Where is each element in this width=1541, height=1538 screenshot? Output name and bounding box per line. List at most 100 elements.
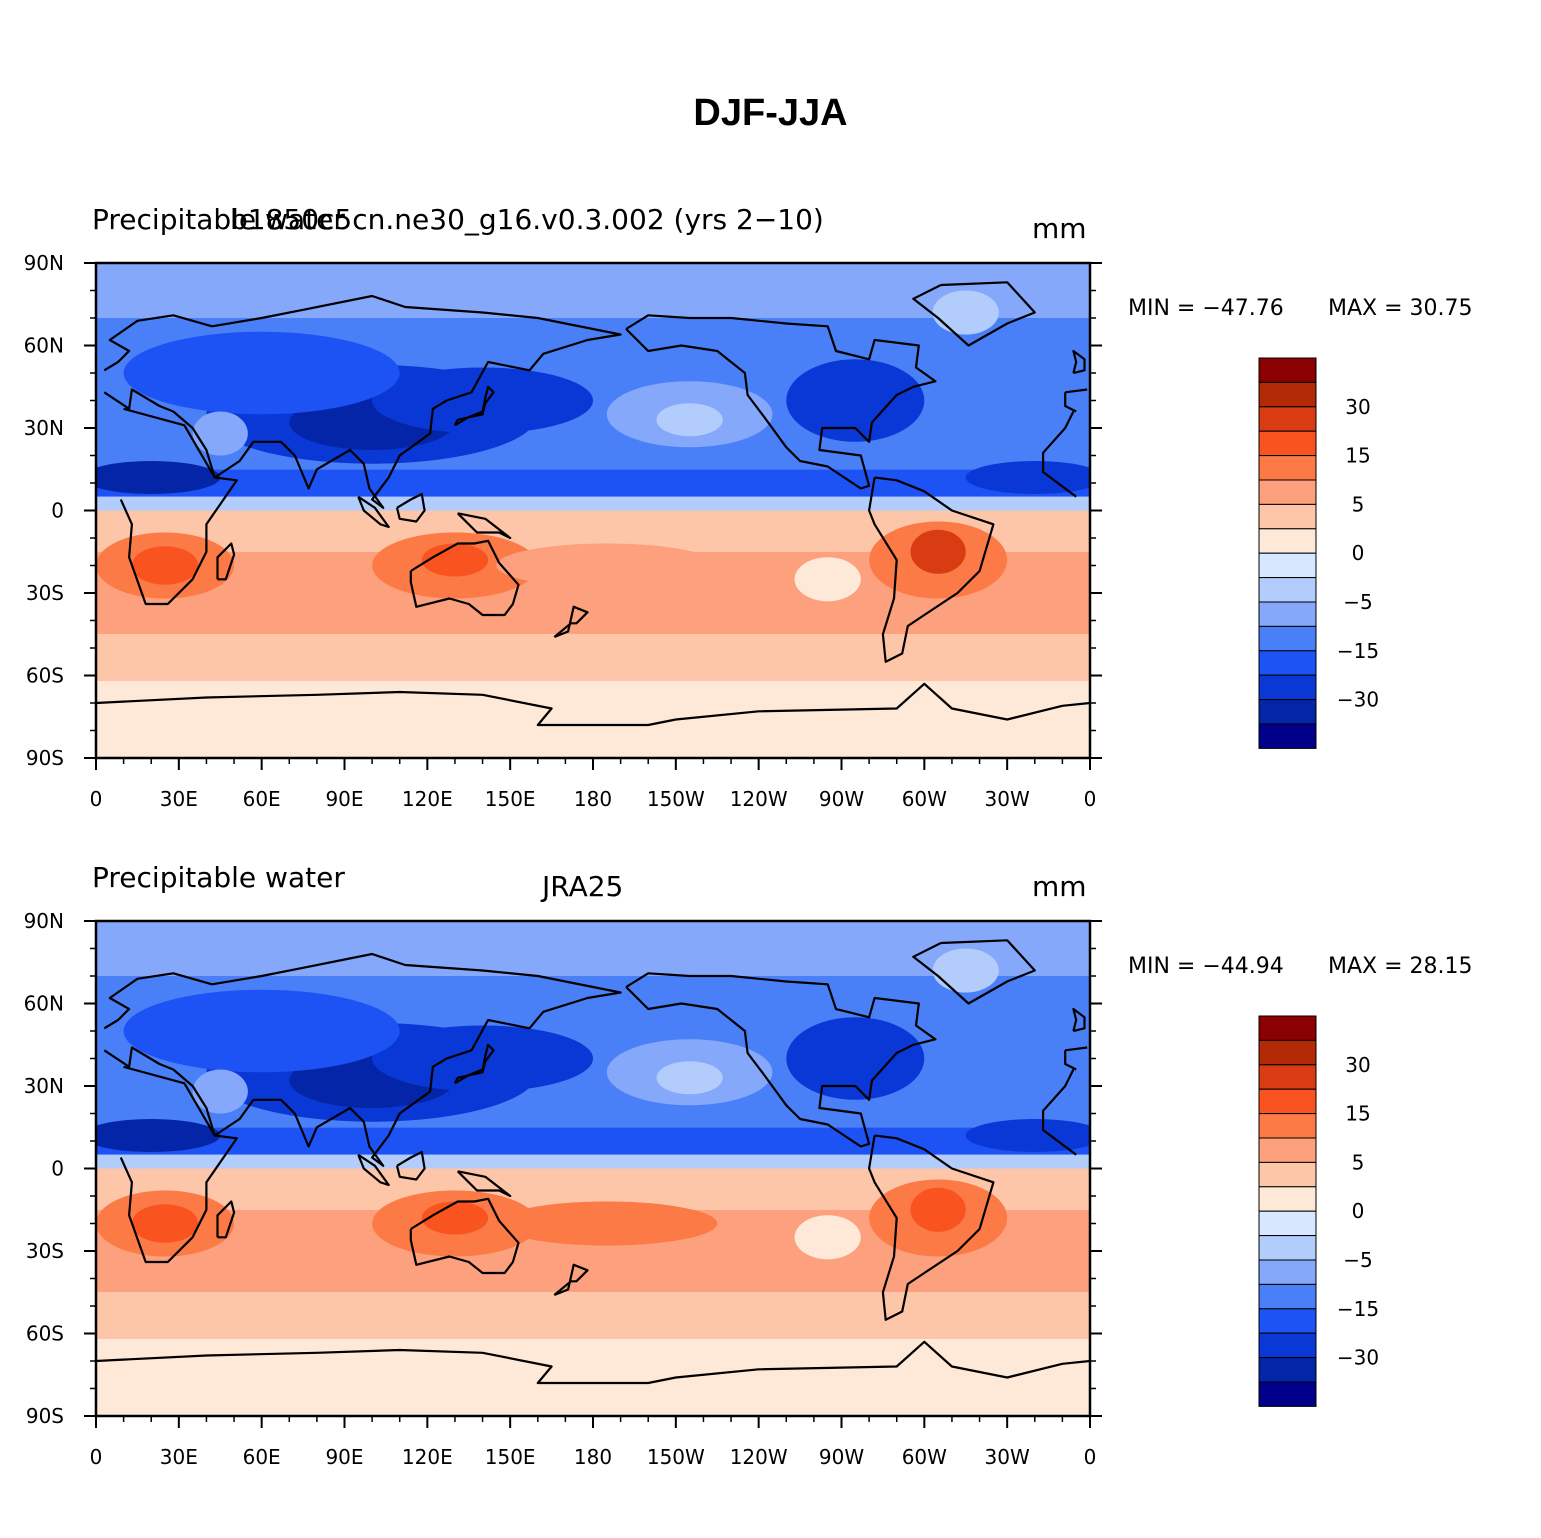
coastline [625, 314, 937, 490]
colorbar: 30 15 5 0 −5 −15 −30 [1258, 357, 1379, 749]
colorbar-label: −30 [1337, 1346, 1379, 1370]
coastline [216, 542, 236, 581]
contour-band [96, 263, 1090, 318]
colorbar-label: 5 [1352, 492, 1365, 516]
colorbar-box [1258, 1283, 1317, 1310]
colorbar-box [1258, 430, 1317, 457]
colorbar-box [1258, 1308, 1317, 1334]
contour-band [96, 1292, 1090, 1339]
contour-band [96, 496, 1090, 511]
coastline [453, 1043, 495, 1085]
lat-tick-label: 0 [51, 499, 64, 523]
lat-tick-label: 90S [26, 1404, 64, 1428]
contour-band [96, 1154, 1090, 1169]
colorbar-label: 15 [1345, 1102, 1370, 1126]
lon-tick-label: 60W [902, 1445, 947, 1469]
colorbar-box [1258, 601, 1317, 627]
coastline [1072, 1007, 1086, 1033]
contour-patch [932, 290, 999, 335]
lon-tick-label: 120E [402, 1445, 453, 1469]
lon-tick-label: 0 [90, 787, 103, 811]
contour-band [96, 921, 1090, 976]
colorbar-label: −5 [1343, 590, 1372, 614]
lon-tick-label: 30W [985, 1445, 1030, 1469]
precipitable-water-map: 90N 60N 30N 0 30S 60S 90S 0 30E 60E 90E 120E 150E 180… [24, 251, 1380, 811]
contour-patch [192, 411, 248, 456]
lon-tick-label: 60W [902, 787, 947, 811]
precipitable-water-map: 90N 60N 30N 0 30S 60S 90S 0 30E 60E 90E 120E 150E 180… [24, 909, 1380, 1469]
contour-patch [192, 1069, 248, 1114]
coastline [119, 407, 1077, 606]
colorbar-box [1258, 406, 1317, 432]
min-value-text: MIN = −44.94 [1128, 954, 1284, 979]
contour-patch [131, 546, 199, 585]
contour-patch [96, 461, 221, 494]
contour-patch [794, 1215, 861, 1260]
coastline [395, 1150, 426, 1181]
lon-tick-label: 120W [730, 787, 788, 811]
lon-tick-label: 60E [243, 1445, 281, 1469]
contour-patch [786, 359, 925, 442]
colorbar-box [1258, 1039, 1317, 1066]
contour-patch [421, 543, 489, 577]
lon-tick-label: 120E [402, 787, 453, 811]
lat-tick-label: 30N [24, 1074, 64, 1098]
lon-tick-label: 30E [160, 1445, 198, 1469]
colorbar-box [1258, 699, 1317, 725]
contour-patch [910, 529, 966, 574]
colorbar-box [1258, 455, 1317, 481]
contour-patch [123, 331, 400, 415]
coastline [456, 1170, 512, 1198]
lat-tick-label: 30N [24, 416, 64, 440]
coastline [912, 281, 1036, 347]
colorbar-label: 30 [1345, 1053, 1370, 1077]
contour-patch [656, 403, 723, 437]
colorbar-box [1258, 357, 1317, 383]
contour-field [96, 263, 1090, 758]
colorbar-label: 5 [1352, 1150, 1365, 1174]
contour-band [96, 1127, 1090, 1155]
contour-patch [372, 1025, 593, 1092]
colorbar-box [1258, 1113, 1317, 1139]
contour-band [96, 634, 1090, 681]
lat-tick-label: 60N [24, 992, 64, 1016]
colorbar-box [1258, 381, 1317, 408]
lon-tick-label: 30W [985, 787, 1030, 811]
colorbar-box [1258, 674, 1317, 701]
panel-center-label: b1850c5cn.ne30_g16.v0.3.002 (yrs 2−10) [230, 203, 824, 236]
lat-tick-label: 90N [24, 909, 64, 933]
coastline [395, 492, 426, 523]
lon-tick-label: 90W [819, 1445, 864, 1469]
lon-tick-label: 120W [730, 1445, 788, 1469]
lat-tick-label: 60N [24, 334, 64, 358]
min-value-text: MIN = −47.76 [1128, 296, 1284, 321]
contour-patch [123, 989, 400, 1073]
panel-center-label: JRA25 [542, 870, 624, 903]
lon-tick-label: 150E [485, 1445, 536, 1469]
contour-patch [372, 367, 593, 434]
contour-patch [496, 543, 718, 588]
lon-tick-label: 150W [647, 787, 705, 811]
coastline [103, 294, 1088, 509]
lon-tick-label: 180 [574, 787, 612, 811]
max-value-text: MAX = 28.15 [1328, 954, 1473, 979]
lon-tick-label: 90E [325, 1445, 363, 1469]
lon-tick-label: 180 [574, 1445, 612, 1469]
colorbar-box [1258, 1186, 1317, 1212]
coastline [409, 1197, 520, 1275]
colorbar-box [1258, 577, 1317, 603]
colorbar-box [1258, 1210, 1317, 1237]
lon-tick-label: 60E [243, 787, 281, 811]
panel-left-label: Precipitable water [92, 861, 345, 894]
contour-patch [932, 948, 999, 993]
contour-patch [421, 1201, 489, 1235]
colorbar-label: 0 [1352, 1199, 1365, 1223]
lon-tick-label: 150E [485, 787, 536, 811]
colorbar-box [1258, 1332, 1317, 1359]
colorbar-box [1258, 528, 1317, 554]
lat-tick-label: 60S [26, 1322, 64, 1346]
colorbar-box [1258, 552, 1317, 579]
contour-band [96, 681, 1090, 758]
contour-patch [786, 1017, 925, 1100]
panel-left-label: Precipitable water [92, 203, 345, 236]
